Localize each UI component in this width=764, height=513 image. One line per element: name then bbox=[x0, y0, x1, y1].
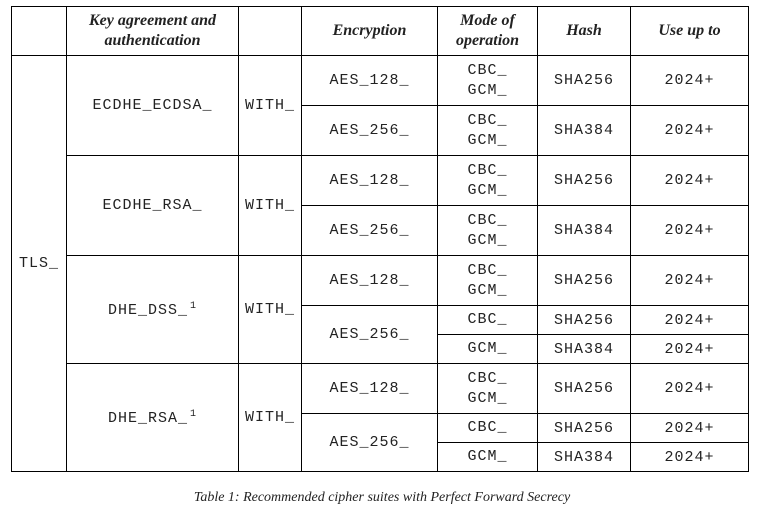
hash-cell: SHA256 bbox=[537, 55, 631, 106]
table-row: AES_256_ CBC_ SHA256 2024+ bbox=[12, 413, 749, 472]
mode-cell: GCM_ bbox=[437, 442, 538, 472]
hash-cell: SHA384 bbox=[537, 105, 631, 156]
table-row: GCM_ SHA384 2024+ bbox=[12, 334, 749, 364]
table-row: DHE_RSA_ 1 WITH_ AES_128_ CBC_ GCM_ SHA256… bbox=[12, 363, 749, 472]
header-prefix bbox=[11, 6, 67, 56]
mode-cell: CBC_ GCM_ bbox=[437, 363, 538, 414]
table-row: AES_256_ CBC_ GCM_ SHA384 2024+ bbox=[12, 205, 749, 256]
use-cell: 2024+ bbox=[630, 255, 749, 306]
enc-cell: AES_256_ bbox=[301, 105, 438, 156]
header-encryption: Encryption bbox=[301, 6, 438, 56]
header-hash: Hash bbox=[537, 6, 631, 56]
table-row: GCM_ SHA384 2024+ bbox=[12, 442, 749, 472]
prefix-cell: TLS_ bbox=[11, 55, 67, 472]
mode-cell: CBC_ GCM_ bbox=[437, 205, 538, 256]
hash-cell: SHA256 bbox=[537, 255, 631, 306]
with-cell: WITH_ bbox=[238, 255, 302, 364]
mode-cell: CBC_ GCM_ bbox=[437, 105, 538, 156]
table-row: ECDHE_RSA_ WITH_ AES_128_ CBC_ GCM_ SHA25… bbox=[12, 155, 749, 256]
header-use-up-to: Use up to bbox=[630, 6, 749, 56]
with-cell: WITH_ bbox=[238, 55, 302, 156]
use-cell: 2024+ bbox=[630, 413, 749, 443]
enc-cell: AES_256_ bbox=[301, 413, 438, 472]
use-cell: 2024+ bbox=[630, 363, 749, 414]
hash-cell: SHA256 bbox=[537, 363, 631, 414]
use-cell: 2024+ bbox=[630, 305, 749, 335]
mode-cell: CBC_ bbox=[437, 305, 538, 335]
kx-cell: DHE_DSS_ 1 bbox=[66, 255, 239, 364]
table-caption: Table 1: Recommended cipher suites with … bbox=[193, 490, 571, 505]
hash-cell: SHA384 bbox=[537, 205, 631, 256]
enc-cell: AES_128_ bbox=[301, 55, 438, 106]
kx-cell: ECDHE_ECDSA_ bbox=[66, 55, 239, 156]
use-cell: 2024+ bbox=[630, 334, 749, 364]
hash-cell: SHA384 bbox=[537, 334, 631, 364]
use-cell: 2024+ bbox=[630, 55, 749, 106]
use-cell: 2024+ bbox=[630, 155, 749, 206]
mode-cell: CBC_ GCM_ bbox=[437, 255, 538, 306]
header-row: Key agreement and authentication Encrypt… bbox=[11, 6, 749, 56]
mode-cell: CBC_ bbox=[437, 413, 538, 443]
table-row: AES_256_ CBC_ GCM_ SHA384 2024+ bbox=[12, 105, 749, 156]
with-cell: WITH_ bbox=[238, 363, 302, 472]
header-mode: Mode of operation bbox=[437, 6, 538, 56]
table-row: TLS_ ECDHE_ECDSA_ WITH_ AES_128_ CBC_ GCM… bbox=[11, 55, 749, 472]
table-row: DHE_DSS_ 1 WITH_ AES_128_ CBC_ GCM_ SHA256… bbox=[12, 255, 749, 364]
enc-cell: AES_256_ bbox=[301, 305, 438, 364]
footnote-marker: 1 bbox=[190, 300, 198, 312]
footnote-marker: 1 bbox=[190, 408, 198, 420]
with-cell: WITH_ bbox=[238, 155, 302, 256]
cipher-suites-table: Key agreement and authentication Encrypt… bbox=[11, 6, 749, 472]
hash-cell: SHA256 bbox=[537, 155, 631, 206]
use-cell: 2024+ bbox=[630, 105, 749, 156]
hash-cell: SHA384 bbox=[537, 442, 631, 472]
enc-cell: AES_256_ bbox=[301, 205, 438, 256]
kx-cell: ECDHE_RSA_ bbox=[66, 155, 239, 256]
hash-cell: SHA256 bbox=[537, 305, 631, 335]
use-cell: 2024+ bbox=[630, 205, 749, 256]
mode-cell: GCM_ bbox=[437, 334, 538, 364]
header-key-agreement: Key agreement and authentication bbox=[66, 6, 239, 56]
mode-cell: CBC_ GCM_ bbox=[437, 55, 538, 106]
hash-cell: SHA256 bbox=[537, 413, 631, 443]
enc-cell: AES_128_ bbox=[301, 363, 438, 414]
enc-cell: AES_128_ bbox=[301, 155, 438, 206]
use-cell: 2024+ bbox=[630, 442, 749, 472]
header-with bbox=[238, 6, 302, 56]
mode-cell: CBC_ GCM_ bbox=[437, 155, 538, 206]
kx-cell: DHE_RSA_ 1 bbox=[66, 363, 239, 472]
enc-cell: AES_128_ bbox=[301, 255, 438, 306]
